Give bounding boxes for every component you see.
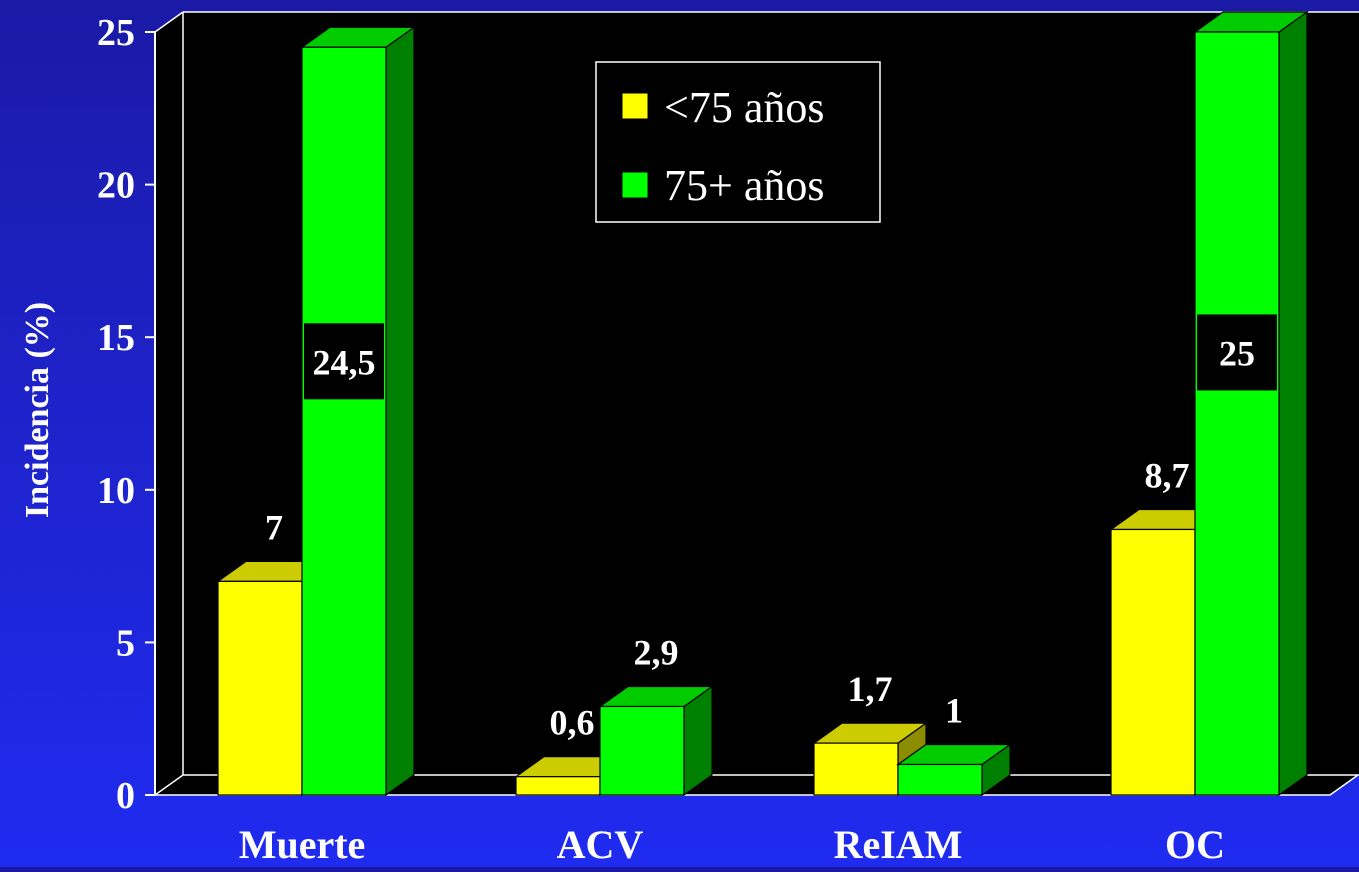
y-axis-top-edge (154, 11, 184, 33)
bar (301, 46, 387, 796)
data-label: 2,9 (634, 632, 679, 672)
y-tick-label: 25 (97, 12, 135, 54)
data-label: 0,6 (550, 703, 595, 743)
legend-swatch-series-0 (621, 92, 649, 120)
data-labels: 7 24,5 0,6 2,9 1,7 1 8,7 25 (265, 314, 1277, 743)
side-wall (155, 12, 183, 795)
y-tick-label: 0 (116, 775, 135, 817)
data-label: 24,5 (313, 342, 376, 382)
bar (1110, 528, 1196, 796)
y-tick-label: 15 (97, 317, 135, 359)
x-tick-label: ReIAM (834, 822, 963, 867)
bar (599, 705, 685, 796)
data-label: 1,7 (848, 669, 893, 709)
x-tick-label: OC (1165, 822, 1225, 867)
plot-area (152, 11, 1359, 796)
bar (897, 763, 983, 796)
bars (216, 10, 1309, 797)
y-tick-label: 10 (97, 470, 135, 512)
data-label: 25 (1219, 333, 1255, 373)
x-tick-label: Muerte (239, 822, 366, 867)
legend-swatch-series-1 (621, 171, 649, 199)
data-label: 8,7 (1145, 455, 1190, 495)
legend-label-series-1: 75+ años (664, 161, 824, 210)
back-wall (183, 12, 1359, 775)
y-tick-label: 20 (97, 165, 135, 207)
y-axis-label: Incidencia (%) (19, 302, 56, 518)
bar (217, 580, 303, 796)
data-label: 7 (265, 507, 283, 547)
legend: <75 años 75+ años (595, 61, 881, 223)
y-axis: 0 5 10 15 20 25 (97, 11, 184, 817)
bar-side (385, 26, 415, 797)
bar (1194, 31, 1280, 796)
y-tick-label: 5 (116, 622, 135, 664)
data-label: 1 (945, 690, 963, 730)
x-tick-label: ACV (557, 822, 644, 867)
data-label-box (1197, 314, 1277, 391)
bar-side (1278, 10, 1308, 797)
legend-label-series-0: <75 años (664, 83, 824, 132)
bar (515, 776, 601, 796)
data-label-box (304, 323, 384, 400)
bar (813, 742, 899, 796)
x-axis: Muerte ACV ReIAM OC (239, 822, 1225, 867)
